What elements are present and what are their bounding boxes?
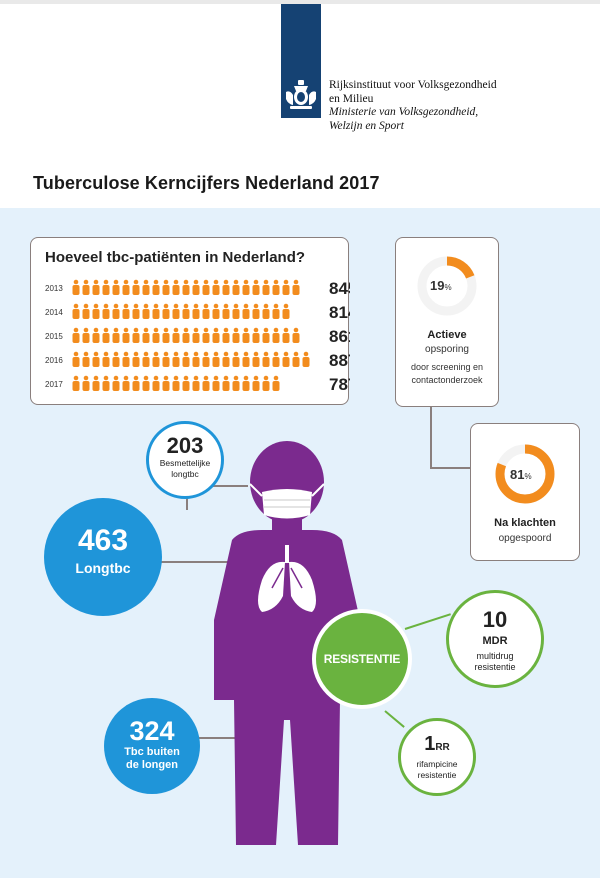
mdr-value-row: 10 xyxy=(449,608,541,635)
page-title: Tuberculose Kerncijfers Nederland 2017 xyxy=(33,173,380,193)
chart-title: Hoeveel tbc-patiënten in Nederland? xyxy=(45,249,306,266)
klachten-donut xyxy=(495,444,555,504)
org-line-4: Welzijn en Sport xyxy=(329,119,404,132)
mdr-value: 10 xyxy=(482,607,508,632)
connector-line xyxy=(158,561,246,563)
resistentie-bubble: RESISTENTIE xyxy=(312,609,412,709)
longtbc-label: Longtbc xyxy=(75,560,131,576)
year-label: 2014 xyxy=(45,308,63,317)
actieve-percentage: 19% xyxy=(430,278,452,293)
rr-value-row: 1RR xyxy=(401,733,473,759)
bar-2013 xyxy=(72,279,300,295)
klachten-pct-number: 81 xyxy=(510,467,525,482)
bar-2017 xyxy=(72,375,280,391)
tbc-buiten-longen-bubble: 324 Tbc buiten de longen xyxy=(104,698,200,794)
bar-2015 xyxy=(72,327,300,343)
rr-value: 1 xyxy=(424,733,436,755)
besmettelijke-label-2: longtbc xyxy=(171,469,199,479)
lungs-icon xyxy=(258,545,316,612)
value-label: 814 xyxy=(329,303,350,322)
logo-ribbon xyxy=(281,4,321,118)
connector-line xyxy=(430,406,432,468)
mdr-label-1: multidrug xyxy=(476,651,514,661)
longtbc-bubble: 463 Longtbc xyxy=(44,498,162,616)
actieve-donut xyxy=(417,256,477,316)
actieve-label: Actieve xyxy=(427,329,467,341)
actieve-detail-2: contactonderzoek xyxy=(411,375,483,385)
year-label: 2017 xyxy=(45,380,63,389)
value-label: 887 xyxy=(329,351,350,370)
mdr-unit: MDR xyxy=(482,635,508,647)
org-line-3: Ministerie van Volksgezondheid, xyxy=(329,106,479,118)
rr-bubble: 1RR rifampicine resistentie xyxy=(398,718,476,796)
mdr-label-2: resistentie xyxy=(474,662,516,672)
org-line-2: en Milieu xyxy=(329,92,374,105)
actieve-opsporing-card: 19% Actieve opsporing door screening en … xyxy=(395,237,499,407)
rr-label-2: resistentie xyxy=(417,770,457,780)
buiten-label-2: de longen xyxy=(126,759,178,771)
rr-unit: RR xyxy=(435,742,450,753)
rr-label-1: rifampicine xyxy=(416,759,458,769)
resistentie-label: RESISTENTIE xyxy=(323,652,401,666)
actieve-pct-number: 19 xyxy=(430,278,445,293)
actieve-detail-1: door screening en xyxy=(410,362,484,372)
royal-emblem-icon xyxy=(286,80,316,109)
klachten-pct-sign: % xyxy=(524,472,532,481)
buiten-label-1: Tbc buiten xyxy=(124,746,180,758)
actieve-donut-arc xyxy=(417,256,477,316)
patients-chart: 2013 845 2014 814 2015 861 2016 887 2017 787 xyxy=(45,279,350,394)
connector-line xyxy=(430,467,471,469)
longtbc-value: 463 xyxy=(77,524,129,557)
klachten-percentage: 81% xyxy=(510,467,532,482)
org-line-1: Rijksinstituut voor Volksgezondheid xyxy=(329,79,497,91)
year-label: 2015 xyxy=(45,332,63,341)
year-label: 2013 xyxy=(45,284,63,293)
klachten-sublabel: opgespoord xyxy=(498,533,552,544)
face-mask-icon xyxy=(262,489,312,519)
value-label: 861 xyxy=(329,327,350,346)
mdr-bubble: 10 MDR multidrug resistentie xyxy=(446,590,544,688)
patients-chart-card: Hoeveel tbc-patiënten in Nederland? 2013… xyxy=(30,237,350,405)
bar-2016 xyxy=(72,351,310,367)
actieve-sublabel: opsporing xyxy=(425,344,469,355)
na-klachten-card: 81% Na klachten opgespoord xyxy=(470,423,580,561)
buiten-value: 324 xyxy=(129,716,175,746)
value-label: 845 xyxy=(329,279,350,298)
bar-2014 xyxy=(72,303,290,319)
besmettelijke-value: 203 xyxy=(166,433,204,458)
connector-line xyxy=(186,485,248,487)
klachten-donut-arc xyxy=(495,444,555,504)
top-strip xyxy=(0,0,600,4)
organisation-name: Rijksinstituut voor Volksgezondheid en M… xyxy=(329,79,497,133)
klachten-label: Na klachten xyxy=(494,517,556,529)
besmettelijke-label-1: Besmettelijke xyxy=(159,458,211,468)
year-label: 2016 xyxy=(45,356,63,365)
besmettelijke-longtbc-bubble: 203 Besmettelijke longtbc xyxy=(146,421,224,499)
value-label: 787 xyxy=(329,375,350,394)
connector-line xyxy=(180,737,246,739)
actieve-pct-sign: % xyxy=(444,283,452,292)
